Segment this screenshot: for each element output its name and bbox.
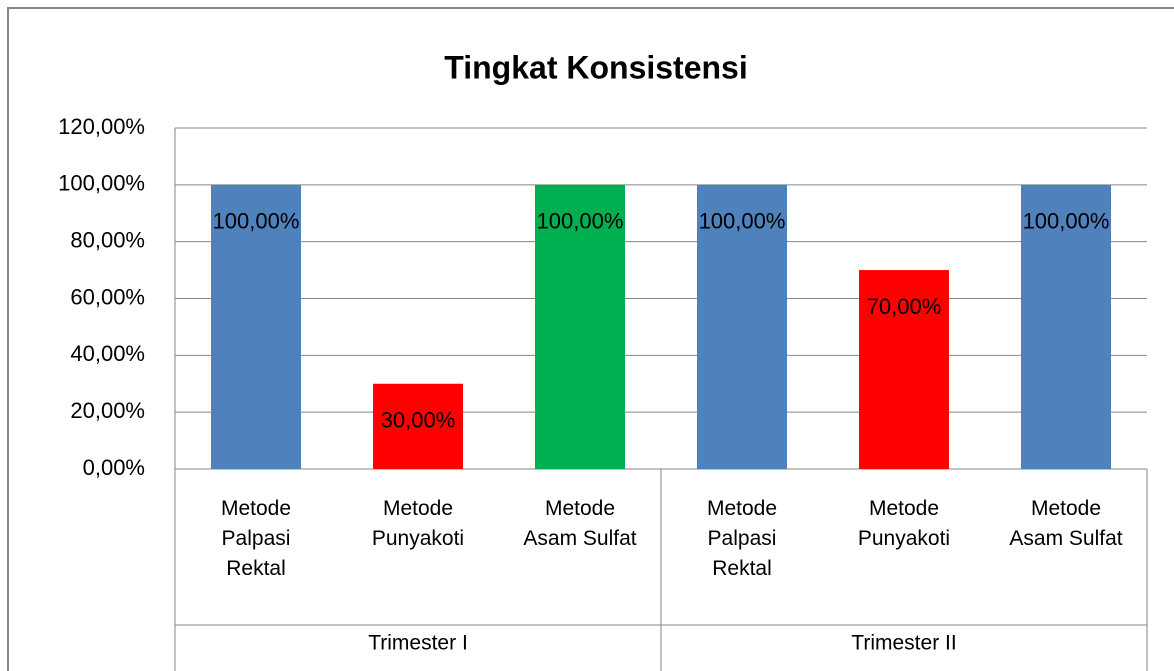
x-tick-label: Metode Punyakoti: [857, 497, 951, 550]
x-tick-label: Metode Asam Sulfat: [1009, 497, 1123, 550]
bar: [697, 184, 787, 470]
x-tick-label: Metode Palpasi Rektal: [706, 497, 778, 580]
value-label: 100,00%: [537, 209, 624, 234]
y-tick-label: 80,00%: [70, 227, 145, 252]
y-tick-label: 60,00%: [70, 284, 145, 309]
bar: [535, 184, 625, 470]
value-label: 100,00%: [213, 209, 300, 234]
value-label: 70,00%: [867, 294, 942, 319]
value-label: 100,00%: [1023, 209, 1110, 234]
value-label: 30,00%: [381, 408, 456, 433]
value-label: 100,00%: [699, 209, 786, 234]
y-tick-label: 100,00%: [58, 171, 145, 196]
group-label: Trimester II: [851, 632, 956, 655]
y-tick-label: 0,00%: [83, 455, 145, 480]
y-tick-label: 20,00%: [70, 398, 145, 423]
y-tick-label: 40,00%: [70, 341, 145, 366]
chart-title: Tingkat Konsistensi: [444, 49, 747, 85]
x-tick-label: Metode Palpasi Rektal: [220, 497, 292, 580]
x-tick-label: Metode Asam Sulfat: [523, 497, 637, 550]
bar: [211, 184, 301, 470]
x-tick-label: Metode Punyakoti: [371, 497, 465, 550]
bar: [373, 383, 463, 469]
y-tick-label: 120,00%: [58, 114, 145, 139]
group-label: Trimester I: [368, 632, 468, 655]
bar: [1021, 184, 1111, 470]
bar: [859, 270, 949, 469]
